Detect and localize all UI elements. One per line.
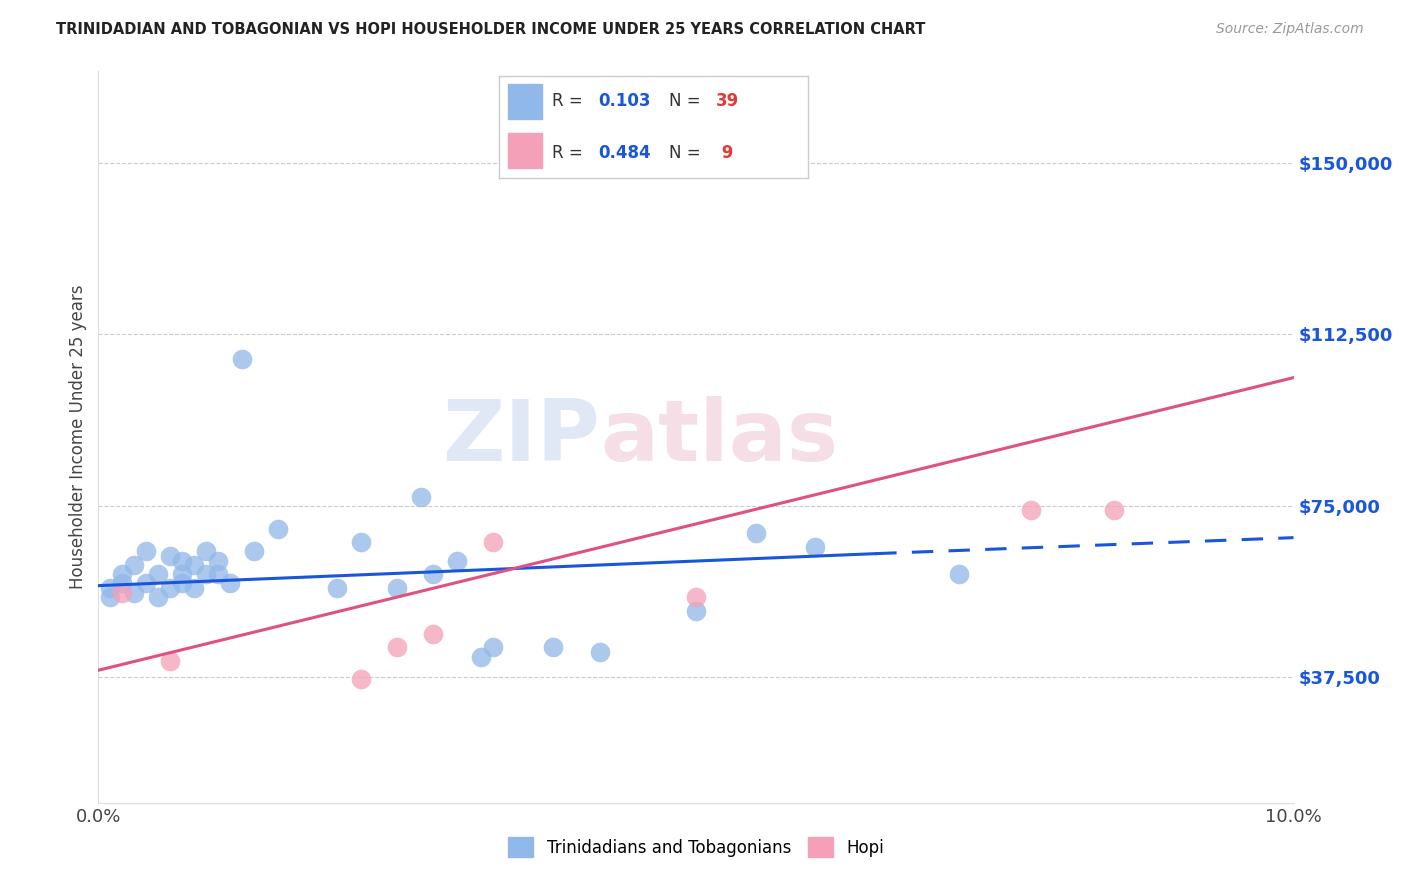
Text: R =: R = — [551, 93, 588, 111]
Point — [100, 590, 122, 604]
Point — [350, 673, 373, 687]
Bar — [509, 84, 543, 119]
Point — [219, 576, 242, 591]
Point — [267, 521, 290, 535]
Point — [446, 553, 468, 567]
Point — [111, 576, 134, 591]
Point — [481, 535, 505, 549]
Point — [159, 549, 181, 563]
Point — [1019, 503, 1042, 517]
Point — [411, 490, 433, 504]
Point — [111, 585, 134, 599]
Point — [183, 558, 205, 573]
Point — [385, 640, 409, 655]
Point — [589, 645, 612, 659]
Point — [422, 626, 444, 640]
Point — [948, 567, 970, 582]
Point — [159, 654, 181, 668]
Text: R =: R = — [551, 144, 588, 161]
Text: 9: 9 — [716, 144, 733, 161]
Point — [172, 553, 194, 567]
Point — [195, 567, 218, 582]
Legend: Trinidadians and Tobagonians, Hopi: Trinidadians and Tobagonians, Hopi — [502, 830, 890, 864]
Point — [148, 567, 170, 582]
Text: ZIP: ZIP — [443, 395, 600, 479]
Point — [207, 553, 229, 567]
Text: 39: 39 — [716, 93, 740, 111]
Point — [326, 581, 349, 595]
Text: TRINIDADIAN AND TOBAGONIAN VS HOPI HOUSEHOLDER INCOME UNDER 25 YEARS CORRELATION: TRINIDADIAN AND TOBAGONIAN VS HOPI HOUSE… — [56, 22, 925, 37]
Text: atlas: atlas — [600, 395, 838, 479]
Point — [207, 567, 229, 582]
Point — [804, 540, 827, 554]
Point — [148, 590, 170, 604]
Point — [350, 535, 373, 549]
Point — [172, 567, 194, 582]
Point — [685, 604, 707, 618]
Bar — [509, 133, 543, 168]
Text: 0.103: 0.103 — [598, 93, 651, 111]
Point — [745, 526, 768, 541]
Point — [422, 567, 444, 582]
Point — [159, 581, 181, 595]
Text: 0.484: 0.484 — [598, 144, 651, 161]
Point — [135, 576, 157, 591]
Point — [481, 640, 505, 655]
Point — [541, 640, 564, 655]
Point — [231, 352, 253, 367]
Point — [124, 585, 146, 599]
Text: N =: N = — [669, 93, 706, 111]
Point — [1104, 503, 1126, 517]
Text: Source: ZipAtlas.com: Source: ZipAtlas.com — [1216, 22, 1364, 37]
Point — [135, 544, 157, 558]
Point — [385, 581, 409, 595]
Point — [124, 558, 146, 573]
Point — [685, 590, 707, 604]
Point — [183, 581, 205, 595]
Point — [100, 581, 122, 595]
Point — [195, 544, 218, 558]
Point — [111, 567, 134, 582]
Point — [243, 544, 266, 558]
Text: N =: N = — [669, 144, 706, 161]
Y-axis label: Householder Income Under 25 years: Householder Income Under 25 years — [69, 285, 87, 590]
Point — [470, 649, 492, 664]
Point — [172, 576, 194, 591]
